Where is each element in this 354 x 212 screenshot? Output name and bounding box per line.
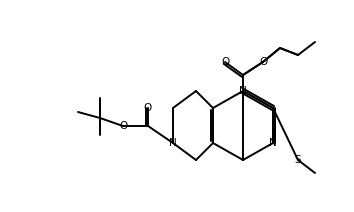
Text: O: O	[221, 57, 229, 67]
Text: O: O	[119, 121, 127, 131]
Text: N: N	[269, 138, 277, 148]
Text: S: S	[295, 155, 301, 165]
Text: N: N	[239, 86, 247, 96]
Text: N: N	[169, 138, 177, 148]
Text: O: O	[259, 57, 267, 67]
Text: O: O	[144, 103, 152, 113]
